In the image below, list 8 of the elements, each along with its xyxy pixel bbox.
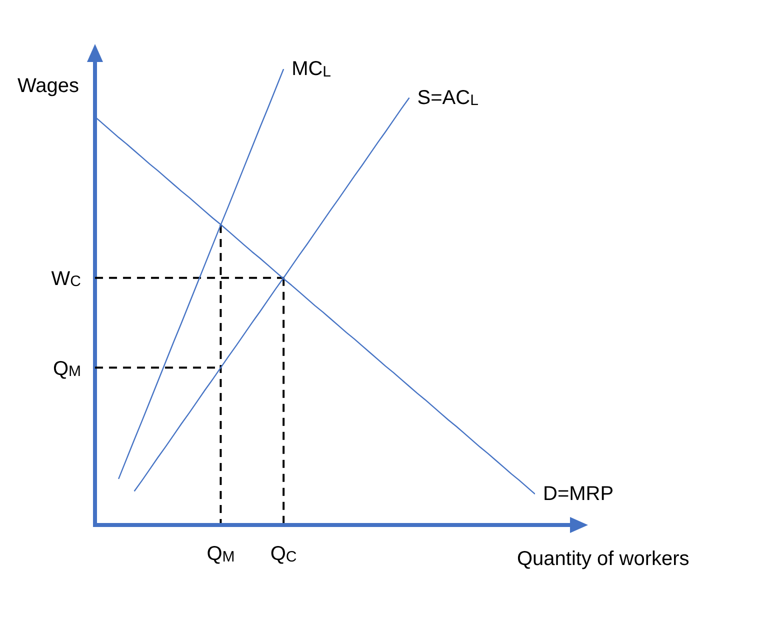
series-label: S=ACL [417,86,478,110]
series-label: QM [52,358,82,380]
series-label: WC [51,268,82,290]
y-axis-title: Wages [17,75,80,98]
series-label: D=MRP [543,483,614,506]
x-tick-label: QC [270,543,297,566]
series-label: MCL [292,58,332,80]
x-axis-title: Quantity of workers [517,548,690,570]
